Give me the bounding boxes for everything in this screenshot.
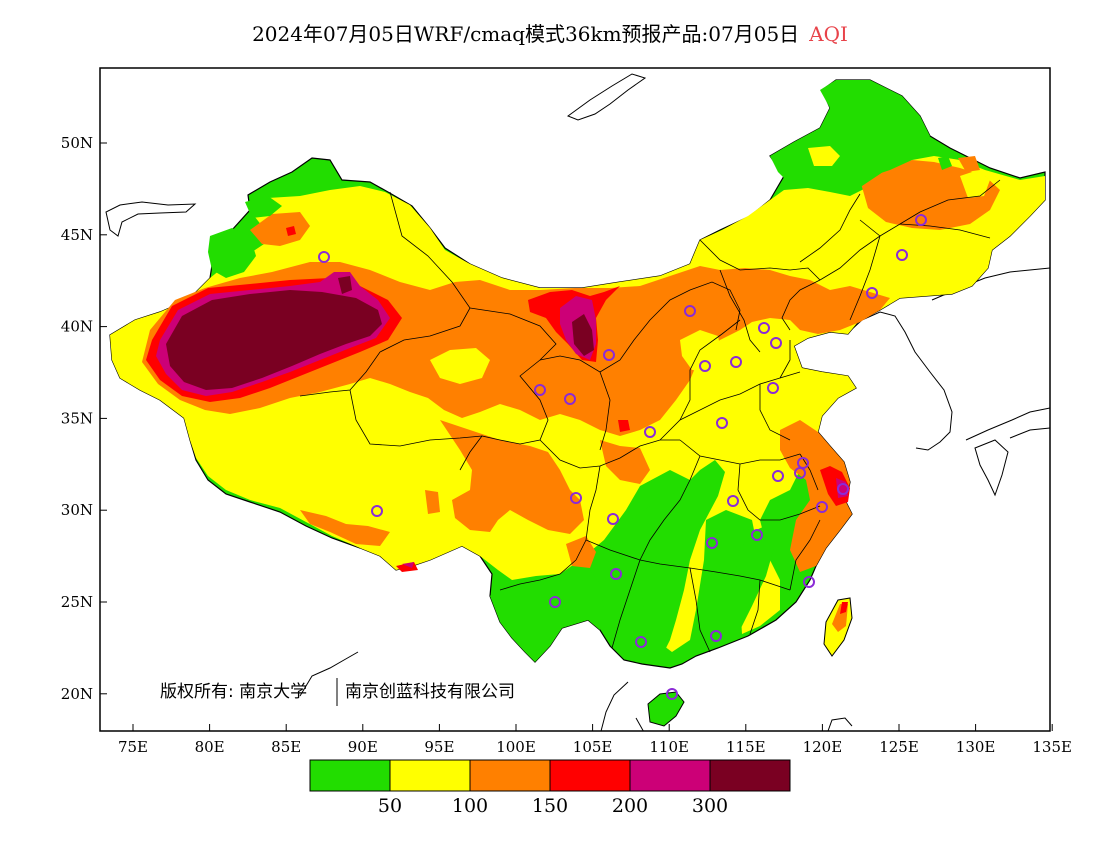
x-tick-label: 135E	[1032, 738, 1072, 756]
x-tick-label: 75E	[118, 738, 148, 756]
x-tick-label: 105E	[573, 738, 613, 756]
aqi-legend: 50 100 150 200 300	[309, 759, 791, 817]
legend-label: 50	[378, 795, 402, 817]
legend-swatch	[389, 759, 471, 792]
x-tick-label: 110E	[649, 738, 689, 756]
x-tick-label: 90E	[348, 738, 378, 756]
y-tick-label: 30N	[61, 501, 93, 519]
y-tick-label: 40N	[61, 318, 93, 336]
hainan	[647, 691, 685, 727]
y-tick-label: 35N	[61, 409, 93, 427]
aqi-zone-maroon	[166, 290, 382, 390]
copyright-right: 南京创蓝科技有限公司	[345, 682, 515, 702]
legend-label: 100	[452, 795, 488, 817]
copyright-left: 版权所有: 南京大学	[160, 682, 307, 702]
y-tick-label: 45N	[61, 226, 93, 244]
x-tick-label: 120E	[803, 738, 843, 756]
y-axis-ticks: 50N 45N 40N 35N 30N 25N 20N	[61, 134, 107, 703]
legend-swatch	[469, 759, 551, 792]
x-tick-label: 95E	[424, 738, 454, 756]
y-tick-label: 25N	[61, 593, 93, 611]
y-tick-label: 20N	[61, 685, 93, 703]
map-title-accent: AQI	[809, 22, 848, 46]
legend-swatch	[309, 759, 391, 792]
station-markers	[318, 214, 927, 700]
legend-label: 150	[532, 795, 568, 817]
map-area: 版权所有: 南京大学 南京创蓝科技有限公司	[105, 73, 1050, 731]
x-tick-label: 115E	[726, 738, 766, 756]
x-tick-label: 130E	[956, 738, 996, 756]
x-axis-ticks: 75E 80E 85E 90E 95E 100E 105E 110E 115E 120E 125E 1…	[118, 724, 1072, 756]
x-tick-label: 80E	[195, 738, 225, 756]
province-borders	[299, 179, 1001, 653]
neighbour-coastlines	[105, 73, 1050, 731]
map-title-main: 2024年07月05日WRF/cmaq模式36km预报产品:07月05日	[252, 22, 800, 46]
x-tick-label: 100E	[496, 738, 536, 756]
map-frame	[99, 67, 1051, 732]
legend-swatch	[549, 759, 631, 792]
map-title: 2024年07月05日WRF/cmaq模式36km预报产品:07月05日 AQI	[0, 18, 1100, 47]
y-tick-label: 50N	[61, 134, 93, 152]
x-tick-label: 85E	[271, 738, 301, 756]
legend-swatch	[709, 759, 791, 792]
legend-label: 300	[692, 795, 728, 817]
legend-label: 200	[612, 795, 648, 817]
x-tick-label: 125E	[879, 738, 919, 756]
legend-swatch	[629, 759, 711, 792]
